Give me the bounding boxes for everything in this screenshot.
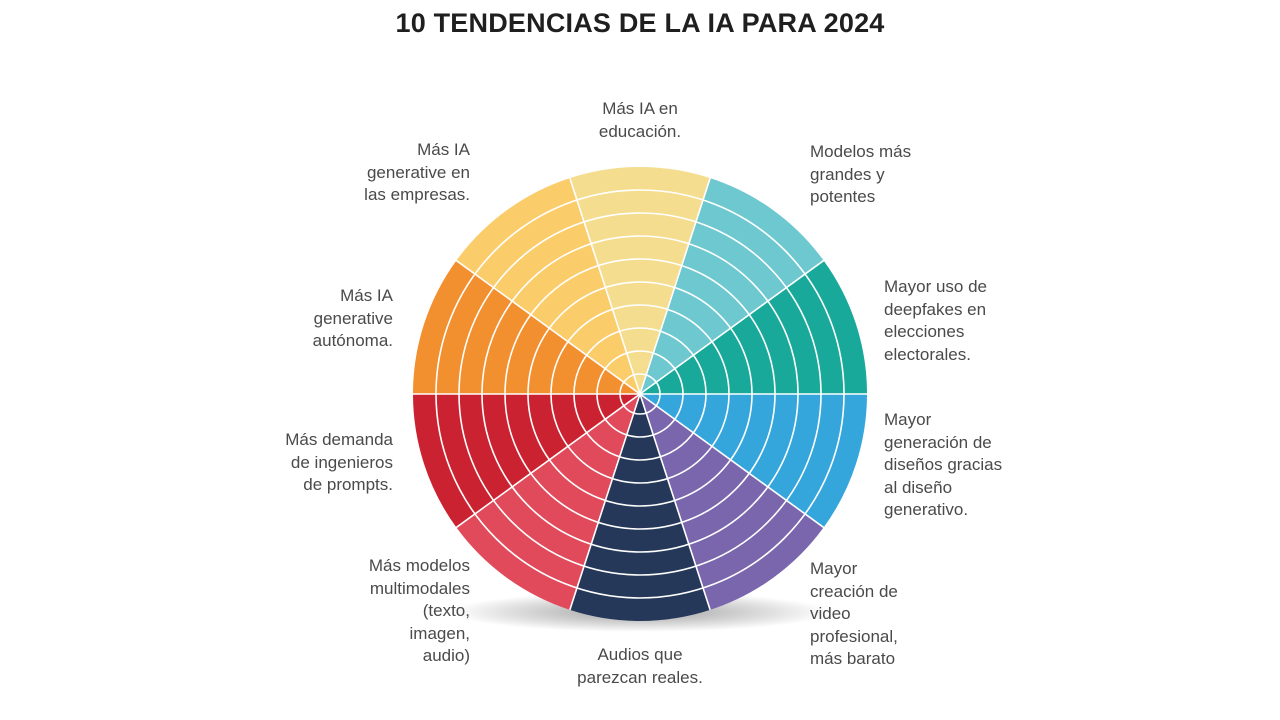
label-line: Mayor (884, 410, 932, 429)
wheel-spoke (455, 259, 641, 395)
label-line: creación de (810, 581, 898, 601)
wheel-sector (569, 394, 711, 622)
label-modelos-mas-grandes: Modelos más grandes y potentes (810, 141, 1010, 209)
label-line: parezcan reales. (577, 667, 703, 687)
label-line: Más IA (417, 140, 470, 159)
wheel-sector (456, 178, 640, 394)
label-line: (texto, (422, 601, 470, 620)
label-line: más barato (810, 649, 896, 668)
label-line: potentes (810, 187, 876, 206)
label-audios-reales: Audios que parezcan reales. (540, 644, 740, 689)
label-line: Mayor (810, 559, 858, 578)
wheel-spoke (639, 177, 711, 395)
label-line: generative (313, 308, 393, 328)
wheel-sector (456, 394, 640, 610)
label-line: generative en (366, 162, 470, 182)
label-line: Más IA (340, 286, 393, 305)
label-line: generación de (884, 432, 992, 452)
label-line: imagen, (409, 623, 470, 643)
label-modelos-multimodales: Más modelos multimodales (texto, imagen, aud… (270, 555, 470, 668)
label-line: Modelos más (810, 142, 912, 161)
wheel-spoke (639, 393, 711, 611)
wheel-sector (569, 166, 711, 394)
label-line: elecciones (884, 322, 965, 341)
wheel-sector (640, 394, 824, 610)
label-line: video (810, 604, 851, 623)
label-line: Mayor uso de (884, 277, 987, 296)
wheel-spoke (569, 177, 641, 395)
wheel-spoke (455, 393, 641, 529)
label-line: de prompts. (303, 475, 393, 494)
label-mas-ia-en-educacion: Más IA en educación. (540, 98, 740, 143)
label-line: al diseño (884, 477, 953, 497)
label-ia-empresas: Más IA generative en las empresas. (270, 139, 470, 207)
label-ia-autonoma: Más IA generative autónoma. (193, 285, 393, 353)
wheel-sector (640, 178, 824, 394)
label-ingenieros-prompts: Más demanda de ingenieros de prompts. (193, 429, 393, 497)
label-line: autónoma. (312, 331, 393, 350)
page-title: 10 TENDENCIAS DE LA IA PARA 2024 (395, 8, 885, 38)
label-video-profesional: Mayor creación de video profesional, más bar… (810, 558, 1010, 671)
label-line: profesional, (810, 626, 898, 646)
label-line: grandes y (810, 164, 885, 184)
label-line: multimodales (369, 578, 470, 598)
label-line: electorales. (884, 344, 971, 364)
label-line: las empresas. (364, 185, 470, 204)
label-deepfakes-elecciones: Mayor uso de deepfakes en elecciones electo… (884, 276, 1084, 366)
wheel-spoke (569, 393, 641, 611)
label-line: Más demanda (285, 430, 393, 449)
label-line: educación. (598, 121, 682, 141)
label-line: Más modelos (368, 556, 470, 575)
wheel-spoke (639, 393, 825, 529)
label-line: Audios que (597, 645, 683, 664)
wheel-spoke (639, 259, 825, 395)
label-diseno-generativo: Mayor generación de diseños gracias al dise… (884, 409, 1084, 522)
label-line: Más IA en (602, 99, 678, 118)
label-line: generativo. (884, 500, 969, 519)
label-line: diseños gracias (884, 455, 1003, 474)
label-line: deepfakes en (884, 299, 987, 319)
label-line: de ingenieros (290, 452, 393, 472)
label-line: audio) (422, 646, 470, 665)
